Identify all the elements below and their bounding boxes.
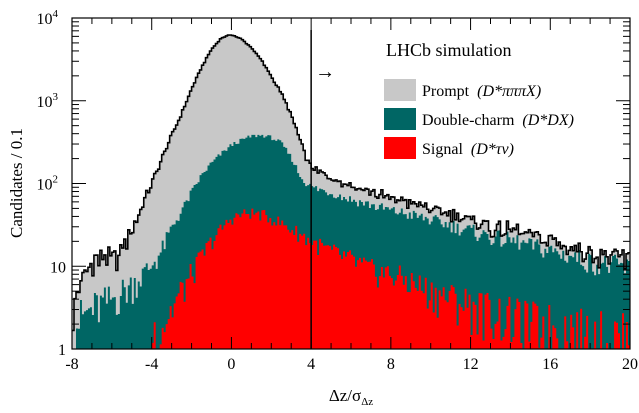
x-tick-label: -8 (65, 356, 78, 373)
legend-swatch-double-charm (384, 108, 416, 130)
legend-label-signal: Signal (D*τν) (422, 141, 514, 158)
ticks-layer: -8 -4 0 4 8 12 16 20 1 10 102 103 104 (37, 8, 639, 373)
y-tick-label: 1 (58, 342, 66, 359)
cut-arrow: → (315, 61, 335, 83)
legend-math-double-charm: (D*DX) (522, 112, 574, 129)
hist-outline-total (72, 34, 630, 332)
hist-fill-signal (72, 208, 630, 349)
x-tick-label: 0 (227, 356, 235, 373)
legend-name-signal: Signal (422, 141, 463, 158)
y-axis-label: Candidates / 0.1 (7, 128, 26, 238)
legend-name-prompt: Prompt (422, 83, 470, 100)
legend: Prompt (D*πππX) Double-charm (D*DX) Sign… (384, 79, 574, 159)
y-tick-label: 10 (50, 259, 66, 276)
x-axis-label: Δz/σΔz (329, 386, 373, 408)
legend-name-double-charm: Double-charm (422, 112, 515, 129)
legend-math-prompt: (D*πππX) (477, 83, 541, 100)
x-tick-label: 12 (463, 356, 479, 373)
y-tick-label: 104 (37, 8, 59, 28)
lhcb-annotation: LHCb simulation (386, 40, 512, 60)
legend-swatch-prompt (384, 79, 416, 101)
x-axis-label-main: Δz/σ (329, 386, 361, 405)
x-tick-label: 20 (622, 356, 638, 373)
x-tick-label: -4 (145, 356, 158, 373)
histogram-layer (72, 34, 630, 349)
y-tick-label: 102 (37, 174, 59, 194)
legend-math-signal: (D*τν) (471, 141, 514, 158)
legend-label-double-charm: Double-charm (D*DX) (422, 112, 574, 129)
x-axis-label-sub: Δz (361, 396, 373, 408)
legend-swatch-signal (384, 137, 416, 159)
x-tick-label: 8 (387, 356, 395, 373)
y-tick-label: 103 (37, 91, 59, 111)
legend-label-prompt: Prompt (D*πππX) (422, 83, 541, 100)
x-tick-label: 16 (542, 356, 558, 373)
x-tick-label: 4 (307, 356, 315, 373)
